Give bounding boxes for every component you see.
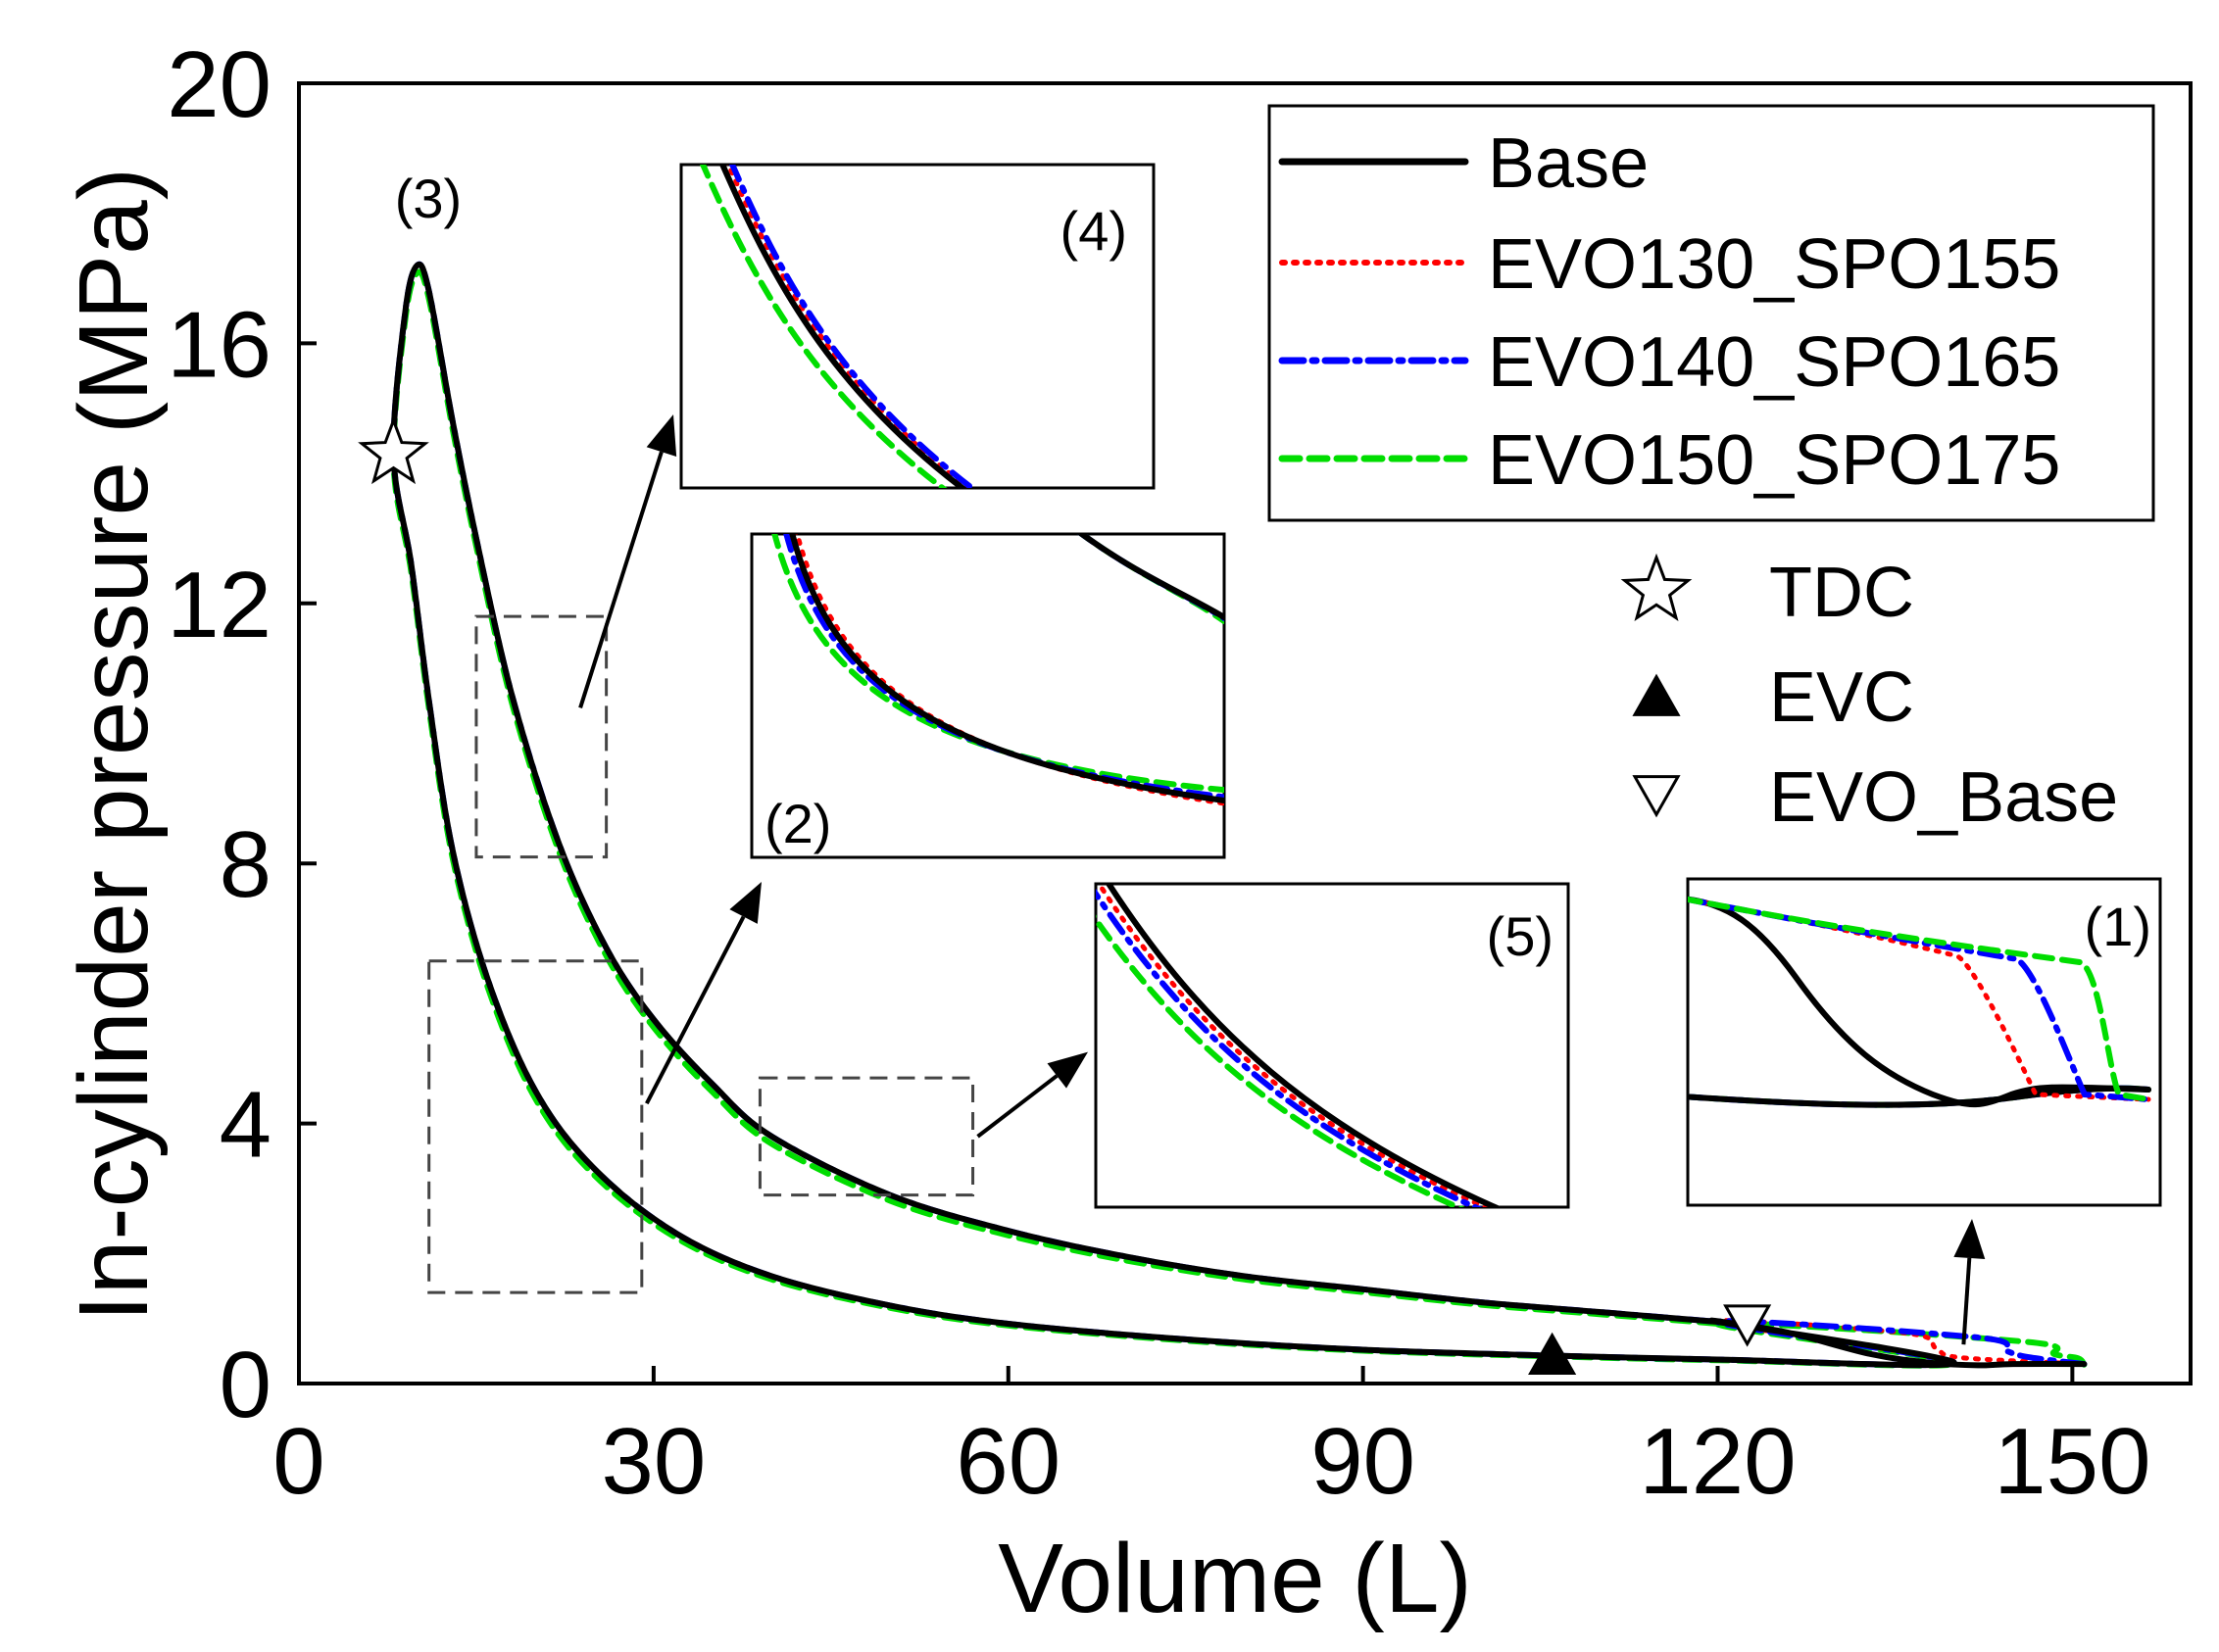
inset-line-evo140-spo165: [1096, 888, 1483, 1207]
legend-marker-label-evc: EVC: [1769, 658, 1914, 737]
marker-legend: TDC EVC EVO_Base: [1620, 553, 2118, 837]
inset-line-evo140-spo165: [728, 165, 977, 488]
legend-marker-label-tdc: TDC: [1769, 554, 1914, 632]
inset-4: (4): [679, 163, 1156, 490]
inset-line-evo130-spo155: [794, 534, 1224, 806]
inset-line-base: [718, 165, 967, 488]
inset-line-evo150-spo175: [1688, 896, 2151, 1102]
zoom-region-boxes: [427, 614, 975, 1294]
inset-line-evo150-spo175: [699, 165, 948, 488]
inset-curves: [1688, 896, 2151, 1108]
x-tick-label: 120: [1639, 1409, 1796, 1514]
marker-tdc: [358, 415, 429, 485]
y-tick-label: 8: [220, 812, 271, 917]
x-axis-title: Volume (L): [998, 1524, 1472, 1633]
y-tick-label: 4: [220, 1073, 271, 1178]
x-tick-label: 0: [272, 1409, 324, 1514]
legend: Base EVO130_SPO155 EVO140_SPO165 EVO150_SPO…: [1267, 104, 2155, 522]
marker-evc: [1528, 1332, 1577, 1376]
callout-arrow: [976, 1051, 1088, 1139]
inset-label-5: (5): [1487, 905, 1553, 967]
inset-label-2: (2): [764, 793, 831, 854]
legend-label-evo150-spo175: EVO150_SPO175: [1488, 421, 2060, 500]
y-axis: 0 4 8 12 16 20: [167, 32, 317, 1437]
inset-curves: [771, 534, 1224, 806]
plot-frame: [297, 81, 2193, 1385]
zoom-region-4: [474, 614, 609, 859]
x-axis: 0 30 60 90 120 150: [272, 1366, 2150, 1514]
callout-arrow: [645, 882, 762, 1105]
zoom-region-5: [758, 1076, 975, 1197]
x-tick-label: 90: [1310, 1409, 1415, 1514]
inset-frame: [679, 163, 1156, 490]
marker-evo-base: [1723, 1304, 1772, 1347]
callout-arrows: [578, 414, 1986, 1345]
x-tick-label: 150: [1994, 1409, 2150, 1514]
inset-frame: [1094, 882, 1570, 1209]
inset-curves: [1096, 884, 1503, 1207]
series-line-base: [390, 261, 2088, 1369]
callout-arrow: [1953, 1219, 1986, 1345]
inset-curves: [699, 165, 977, 488]
inset-2: (2): [750, 532, 1226, 859]
legend-label-evo130-spo155: EVO130_SPO155: [1488, 225, 2060, 304]
inset-label-4: (4): [1060, 200, 1127, 262]
legend-marker-evo-base: [1632, 775, 1681, 818]
inset-label-1: (1): [2085, 896, 2151, 957]
legend-label-base: Base: [1488, 124, 1649, 203]
legend-box: [1267, 104, 2155, 522]
inset-panels: (4) (2) (5) (1): [679, 163, 2162, 1209]
inset-frame: [750, 532, 1226, 859]
inset-line-evo140-spo165: [1688, 896, 2151, 1102]
legend-marker-tdc: [1620, 553, 1693, 621]
legend-marker-evc: [1632, 673, 1681, 716]
y-tick-label: 0: [220, 1333, 271, 1437]
x-tick-label: 60: [956, 1409, 1060, 1514]
annotation-labels: (3): [395, 168, 462, 229]
inset-line-evo130-spo155: [1096, 884, 1492, 1207]
y-tick-label: 16: [167, 292, 271, 397]
x-tick-label: 30: [601, 1409, 706, 1514]
inset-line-base: [1688, 896, 2151, 1108]
inset-line-base: [1076, 534, 1224, 620]
y-tick-label: 20: [167, 32, 271, 137]
inset-line-base: [1105, 884, 1503, 1207]
legend-marker-label-evo-base: EVO_Base: [1769, 758, 2118, 837]
y-tick-label: 12: [167, 553, 271, 657]
inset-frame: [1686, 877, 2162, 1207]
state-markers: [358, 415, 1772, 1376]
zoom-region-2: [427, 959, 644, 1294]
callout-arrow: [578, 414, 677, 708]
annotation-label-3: (3): [395, 168, 462, 229]
inset-1: (1): [1686, 877, 2162, 1207]
legend-label-evo140-spo165: EVO140_SPO165: [1488, 323, 2060, 402]
inset-line-base: [789, 534, 1224, 803]
inset-line-evo150-spo175: [771, 534, 1224, 794]
inset-5: (5): [1094, 882, 1570, 1209]
y-axis-title: In-cylinder pressure (MPa): [59, 168, 169, 1322]
main-curves: [390, 261, 2088, 1369]
inset-line-evo150-spo175: [1096, 914, 1465, 1207]
